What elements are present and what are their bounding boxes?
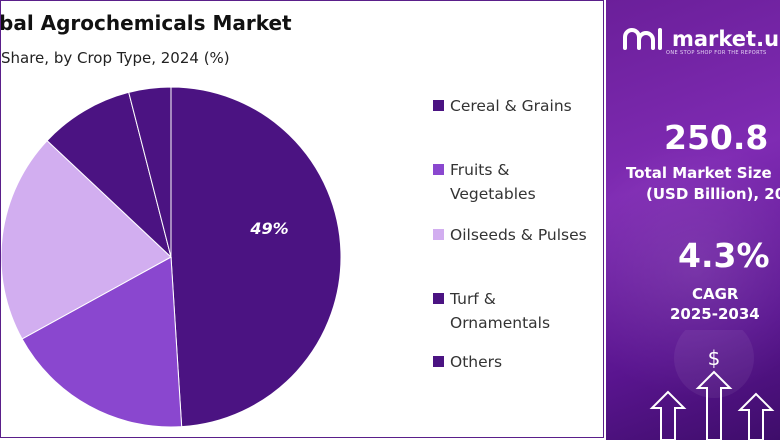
legend-item-oilseeds-pulses: Oilseeds & Pulses	[433, 223, 600, 247]
pie-slice-oilseeds-pulses	[1, 139, 172, 340]
pie-slice-turf-ornamentals	[46, 91, 172, 259]
market-size-value: 250.8 B	[664, 118, 780, 157]
legend-label-cereal-grains: Cereal & Grains	[450, 97, 572, 115]
pie-slice-fruits-vegetables	[21, 256, 183, 428]
legend-label-oilseeds-pulses: Oilseeds & Pulses	[450, 226, 587, 244]
brand-name: market.us	[672, 27, 780, 51]
legend-swatch-cereal-grains	[433, 100, 444, 111]
chart-subtitle: Share, by Crop Type, 2024 (%)	[1, 49, 230, 67]
market-us-logo-icon	[623, 28, 662, 50]
chart-title: bal Agrochemicals Market	[0, 11, 292, 35]
legend-item-cereal-grains: Cereal & Grains	[433, 94, 600, 118]
stats-sidebar: market.us ONE STOP SHOP FOR THE REPORTS …	[606, 0, 780, 440]
legend-swatch-others	[433, 356, 444, 367]
cagr-value: 4.3%	[678, 236, 770, 275]
legend-label-turf-ornamentals: Turf & Ornamentals	[450, 290, 551, 332]
legend-swatch-fruits-vegetables	[433, 164, 444, 175]
legend-item-others: Others	[433, 350, 600, 374]
legend-swatch-turf-ornamentals	[433, 293, 444, 304]
legend-label-fruits-vegetables: Fruits & Vegetables	[450, 161, 536, 203]
legend-item-fruits-vegetables: Fruits & Vegetables	[433, 158, 560, 206]
cagr-label: CAGR	[692, 285, 739, 303]
market-size-label-line1: Total Market Size	[626, 164, 772, 182]
market-size-label-line2: (USD Billion), 2024	[646, 185, 780, 203]
dollar-arrows-icon: $	[649, 330, 775, 440]
background-glow	[606, 140, 780, 400]
pie-slice-cereal-grains	[170, 86, 342, 428]
brand-tagline: ONE STOP SHOP FOR THE REPORTS	[666, 50, 767, 56]
legend-swatch-oilseeds-pulses	[433, 229, 444, 240]
data-label-cereal-grains: 49%	[249, 219, 288, 238]
legend-label-others: Others	[450, 353, 503, 371]
pie-chart: 49%	[1, 86, 342, 428]
legend-item-turf-ornamentals: Turf & Ornamentals	[433, 287, 570, 335]
pie-slice-others	[128, 86, 172, 258]
brand-logo: market.us	[622, 26, 780, 52]
cagr-years: 2025-2034	[670, 305, 760, 323]
dollar-symbol: $	[708, 346, 721, 370]
chart-panel: bal Agrochemicals Market Share, by Crop …	[0, 0, 604, 438]
